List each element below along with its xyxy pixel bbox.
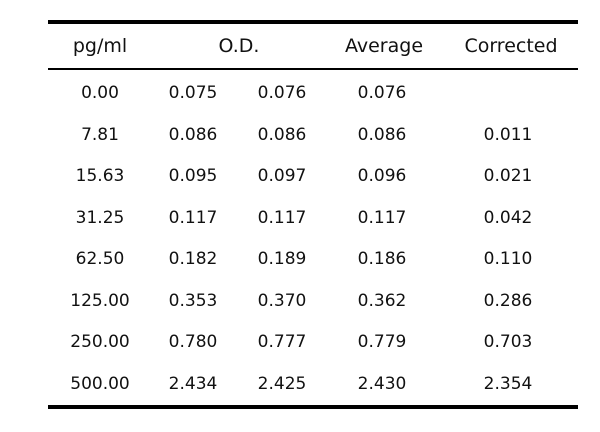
table-top-rule <box>48 20 578 24</box>
table-header-row: pg/ml O.D. Average Corrected <box>48 24 578 68</box>
cell-average: 2.430 <box>357 373 407 394</box>
cell-od-1: 0.117 <box>168 207 218 228</box>
cell-od-2: 0.086 <box>257 124 307 145</box>
cell-corrected: 0.286 <box>483 290 533 311</box>
cell-average: 0.076 <box>357 83 407 103</box>
cell-corrected: 0.021 <box>483 166 533 186</box>
cell-concentration: 15.63 <box>75 166 125 186</box>
cell-od-1: 0.182 <box>168 249 218 269</box>
cell-corrected <box>476 73 540 115</box>
header-od: O.D. <box>218 35 260 57</box>
cell-corrected: 2.354 <box>483 373 533 394</box>
table-body: 0.00 0.075 0.076 0.076 7.81 0.086 0.086 … <box>48 70 578 405</box>
cell-od-1: 0.086 <box>168 124 218 145</box>
cell-od-2: 0.097 <box>257 166 307 186</box>
cell-concentration: 7.81 <box>81 124 119 145</box>
cell-od-1: 0.075 <box>168 83 218 103</box>
cell-corrected: 0.703 <box>483 332 533 352</box>
table-row: 250.00 0.780 0.777 0.779 0.703 <box>48 322 578 364</box>
cell-average: 0.117 <box>357 207 407 228</box>
cell-od-2: 2.425 <box>257 373 307 394</box>
standard-curve-table: pg/ml O.D. Average Corrected 0.00 0.075 … <box>48 20 578 409</box>
table-row: 7.81 0.086 0.086 0.086 0.011 <box>48 115 578 157</box>
cell-corrected: 0.042 <box>483 207 533 228</box>
table-row: 500.00 2.434 2.425 2.430 2.354 <box>48 364 578 406</box>
cell-od-1: 0.095 <box>168 166 218 186</box>
cell-concentration: 62.50 <box>75 249 125 269</box>
cell-average: 0.186 <box>357 249 407 269</box>
cell-od-2: 0.076 <box>257 83 307 103</box>
cell-corrected: 0.011 <box>483 124 533 145</box>
cell-average: 0.096 <box>357 166 407 186</box>
cell-concentration: 0.00 <box>81 83 119 103</box>
header-average: Average <box>344 35 424 57</box>
cell-od-2: 0.189 <box>257 249 307 269</box>
cell-od-2: 0.117 <box>257 207 307 228</box>
cell-od-2: 0.777 <box>257 332 307 352</box>
table-header-rule <box>48 68 578 70</box>
cell-od-1: 0.353 <box>168 290 218 311</box>
cell-average: 0.779 <box>357 332 407 352</box>
cell-od-1: 2.434 <box>168 373 218 394</box>
cell-concentration: 500.00 <box>70 373 130 394</box>
cell-average: 0.362 <box>357 290 407 311</box>
table-bottom-rule <box>48 405 578 409</box>
cell-od-1: 0.780 <box>168 332 218 352</box>
table-row: 62.50 0.182 0.189 0.186 0.110 <box>48 239 578 281</box>
table-row: 0.00 0.075 0.076 0.076 <box>48 73 578 115</box>
cell-concentration: 250.00 <box>70 332 130 352</box>
cell-corrected: 0.110 <box>483 249 533 269</box>
cell-concentration: 31.25 <box>75 207 125 228</box>
header-corrected: Corrected <box>464 35 558 57</box>
table-row: 125.00 0.353 0.370 0.362 0.286 <box>48 281 578 323</box>
table-row: 15.63 0.095 0.097 0.096 0.021 <box>48 156 578 198</box>
cell-od-2: 0.370 <box>257 290 307 311</box>
cell-concentration: 125.00 <box>70 290 130 311</box>
table-row: 31.25 0.117 0.117 0.117 0.042 <box>48 198 578 240</box>
header-concentration: pg/ml <box>72 35 128 57</box>
cell-average: 0.086 <box>357 124 407 145</box>
